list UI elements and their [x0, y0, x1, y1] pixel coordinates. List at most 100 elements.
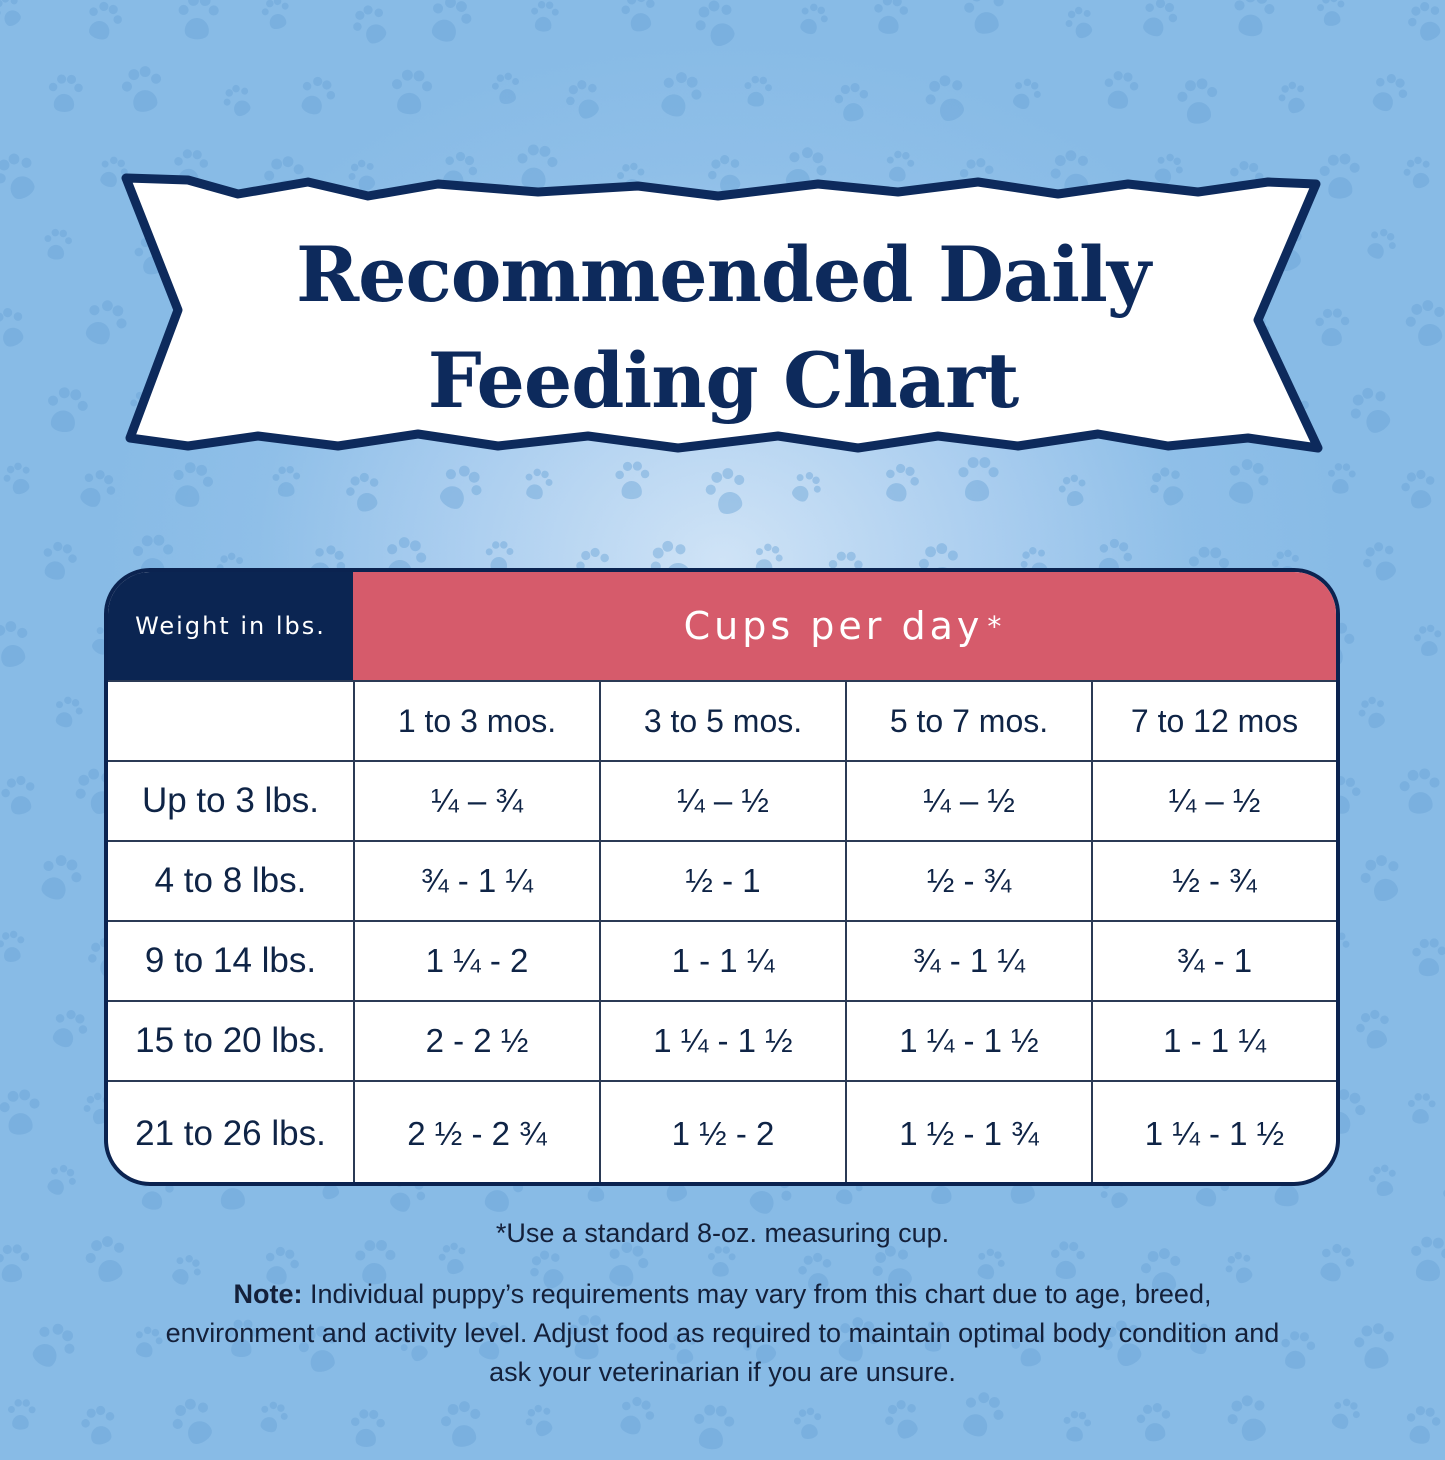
cups-cell: 1 ¼ - 2 — [353, 922, 599, 1000]
paw-icon — [1168, 71, 1230, 133]
cups-cell: ¼ – ½ — [845, 762, 1091, 840]
paw-icon — [171, 0, 226, 46]
note-text: Individual puppy’s requirements may vary… — [166, 1279, 1280, 1387]
paw-icon — [787, 1402, 831, 1446]
paw-icon — [3, 1396, 41, 1434]
age-column-header: 5 to 7 mos. — [845, 682, 1091, 760]
paw-icon — [1224, 0, 1285, 45]
paw-icon — [612, 0, 668, 41]
paw-icon — [37, 224, 78, 265]
title-line-1: Recommended Daily — [118, 222, 1328, 328]
table-row: 4 to 8 lbs. ¾ - 1 ¼ ½ - 1 ½ - ¾ ½ - ¾ — [108, 840, 1336, 920]
age-column-header: 3 to 5 mos. — [599, 682, 845, 760]
paw-icon — [254, 0, 300, 37]
age-column-header: 1 to 3 mos. — [353, 682, 599, 760]
measuring-cup-footnote: *Use a standard 8-oz. measuring cup. — [0, 1218, 1445, 1249]
paw-icon — [0, 610, 46, 679]
paw-icon — [1397, 1400, 1445, 1453]
cups-cell: ¼ – ½ — [1091, 762, 1336, 840]
cups-cell: ¼ – ¾ — [353, 762, 599, 840]
paw-icon — [267, 462, 307, 502]
feeding-table: Weight in lbs. Cups per day* 1 to 3 mos.… — [104, 568, 1340, 1186]
paw-icon — [1320, 1390, 1370, 1440]
paw-icon — [1335, 373, 1411, 449]
cups-cell: ¾ - 1 — [1091, 922, 1336, 1000]
paw-icon — [15, 1309, 91, 1385]
cups-cell: ½ - ¾ — [845, 842, 1091, 920]
cups-cell: ¾ - 1 ¼ — [845, 922, 1091, 1000]
cups-cell: 1 ½ - 2 — [599, 1082, 845, 1186]
age-column-header: 7 to 12 mos — [1091, 682, 1336, 760]
paw-icon — [515, 1395, 566, 1446]
paw-icon — [344, 1405, 392, 1453]
paw-icon — [693, 457, 762, 526]
paw-icon — [1323, 460, 1362, 499]
paw-icon — [38, 999, 99, 1060]
paw-icon — [0, 0, 35, 37]
footnote-asterisk: * — [987, 610, 1005, 643]
paw-icon — [42, 70, 89, 117]
paw-icon — [525, 0, 564, 37]
note-label: Note: — [234, 1279, 303, 1309]
paw-icon — [1435, 58, 1445, 121]
paw-icon — [1391, 762, 1445, 823]
paw-icon — [1438, 693, 1445, 754]
paw-icon — [1349, 688, 1399, 738]
paw-icon — [159, 453, 224, 518]
empty-corner-cell — [108, 682, 353, 760]
paw-icon — [1351, 531, 1414, 594]
cups-cell: ¼ – ½ — [599, 762, 845, 840]
paw-icon — [0, 1083, 51, 1144]
table-row: 9 to 14 lbs. 1 ¼ - 2 1 - 1 ¼ ¾ - 1 ¼ ¾ -… — [108, 920, 1336, 1000]
paw-icon — [44, 689, 91, 736]
paw-icon — [789, 0, 838, 44]
paw-icon — [1269, 73, 1319, 123]
paw-icon — [554, 69, 617, 132]
cups-cell: 1 ½ - 1 ¾ — [845, 1082, 1091, 1186]
table-row: 15 to 20 lbs. 2 - 2 ½ 1 ¼ - 1 ½ 1 ¼ - 1 … — [108, 1000, 1336, 1080]
paw-icon — [25, 844, 96, 915]
paw-icon — [287, 67, 346, 126]
paw-icon — [1430, 1160, 1445, 1223]
paw-icon — [872, 455, 929, 512]
weight-cell: 9 to 14 lbs. — [108, 922, 353, 1000]
paw-icon — [1355, 219, 1406, 270]
paw-icon — [1407, 619, 1445, 663]
paw-icon — [1403, 1090, 1441, 1128]
weight-column-header: Weight in lbs. — [108, 572, 353, 680]
paw-icon — [35, 1155, 86, 1206]
paw-icon — [1137, 455, 1201, 519]
paw-icon — [606, 1387, 666, 1447]
paw-icon — [1001, 70, 1051, 120]
paw-icon — [954, 0, 1019, 44]
cups-cell: 1 ¼ - 1 ½ — [845, 1002, 1091, 1080]
paw-icon — [1346, 1001, 1404, 1059]
feeding-note: Note: Individual puppy’s requirements ma… — [160, 1275, 1285, 1392]
paw-icon — [1128, 1396, 1181, 1449]
paw-icon — [911, 62, 985, 136]
paw-icon — [1095, 65, 1147, 117]
table-row: 21 to 26 lbs. 2 ½ - 2 ¾ 1 ½ - 2 1 ½ - 1 … — [108, 1080, 1336, 1186]
weight-cell: 15 to 20 lbs. — [108, 1002, 353, 1080]
title-banner: Recommended Daily Feeding Chart — [118, 170, 1328, 460]
paw-icon — [1394, 148, 1443, 197]
weight-cell: Up to 3 lbs. — [108, 762, 353, 840]
paw-icon — [35, 379, 98, 442]
paw-icon — [0, 925, 34, 969]
paw-icon — [249, 1394, 297, 1442]
paw-icon — [0, 768, 48, 824]
paw-icon — [1432, 988, 1445, 1064]
paw-icon — [31, 534, 87, 590]
paw-icon — [0, 454, 44, 503]
cups-cell: 2 - 2 ½ — [353, 1002, 599, 1080]
paw-icon — [644, 60, 715, 131]
paw-icon — [1442, 523, 1445, 594]
paw-icon — [423, 452, 498, 527]
paw-icon — [515, 462, 561, 508]
cups-cell: 1 - 1 ¼ — [599, 922, 845, 1000]
table-header-row: Weight in lbs. Cups per day* — [108, 572, 1336, 680]
paw-icon — [213, 75, 265, 127]
cups-cell: ½ - ¾ — [1091, 842, 1336, 920]
paw-icon — [685, 1399, 744, 1458]
page-title: Recommended Daily Feeding Chart — [118, 222, 1328, 434]
